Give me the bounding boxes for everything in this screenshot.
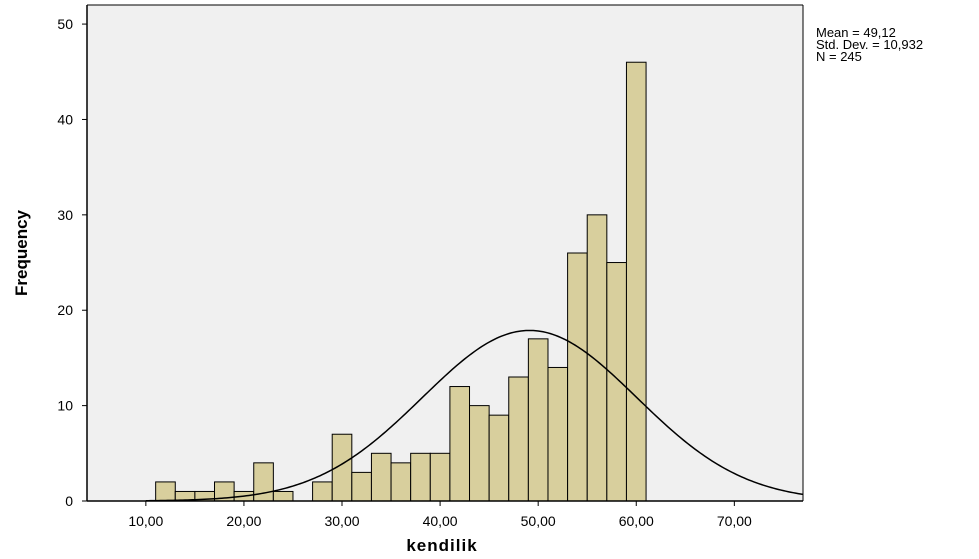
y-tick-label: 30 <box>57 207 73 223</box>
histogram-bar <box>508 376 529 502</box>
histogram-bar <box>253 462 274 502</box>
mean-label: Mean = 49,12 <box>816 25 896 40</box>
x-tick-label: 30,00 <box>324 513 359 529</box>
x-tick-label: 50,00 <box>521 513 556 529</box>
x-axis-ticks: 10,00 20,00 30,00 40,00 50,00 60,00 70,00 <box>128 501 752 529</box>
y-tick-label: 50 <box>57 16 73 32</box>
histogram-bar <box>527 338 549 502</box>
histogram-bar <box>272 490 294 502</box>
y-tick-label: 40 <box>57 111 73 127</box>
histogram-bar <box>351 471 372 502</box>
histogram-bar <box>449 386 471 502</box>
x-tick-label: 20,00 <box>226 513 261 529</box>
histogram-bar <box>567 252 588 502</box>
normal-curve <box>145 329 804 502</box>
statistics-legend: Mean = 49,12 Std. Dev. = 10,932 N = 245 <box>816 25 924 64</box>
histogram-bar <box>370 452 392 502</box>
histogram-bar <box>410 452 431 502</box>
histogram-bar <box>390 462 412 502</box>
y-axis-title: Frequency <box>12 209 31 296</box>
histogram-bar <box>547 366 569 502</box>
histogram-bar <box>155 481 176 502</box>
histogram-bar <box>606 262 627 502</box>
x-tick-label: 40,00 <box>423 513 458 529</box>
n-label: N = 245 <box>816 49 862 64</box>
y-tick-label: 10 <box>57 398 73 414</box>
histogram-bar <box>469 405 490 502</box>
x-tick-label: 60,00 <box>619 513 654 529</box>
histogram-bar <box>429 452 451 502</box>
axes <box>86 4 804 502</box>
histogram-bar <box>488 414 510 502</box>
histogram-bar <box>312 481 333 502</box>
histogram-bar <box>625 61 647 502</box>
std-dev-label: Std. Dev. = 10,932 <box>816 37 924 52</box>
x-tick-label: 10,00 <box>128 513 163 529</box>
plot-area <box>87 5 803 501</box>
y-axis-ticks: 0 10 20 30 40 50 <box>57 16 87 509</box>
y-tick-label: 20 <box>57 302 73 318</box>
histogram-bar <box>586 214 608 502</box>
y-tick-label: 0 <box>65 493 73 509</box>
x-axis-title: kendilik <box>406 536 477 555</box>
x-tick-label: 70,00 <box>717 513 752 529</box>
